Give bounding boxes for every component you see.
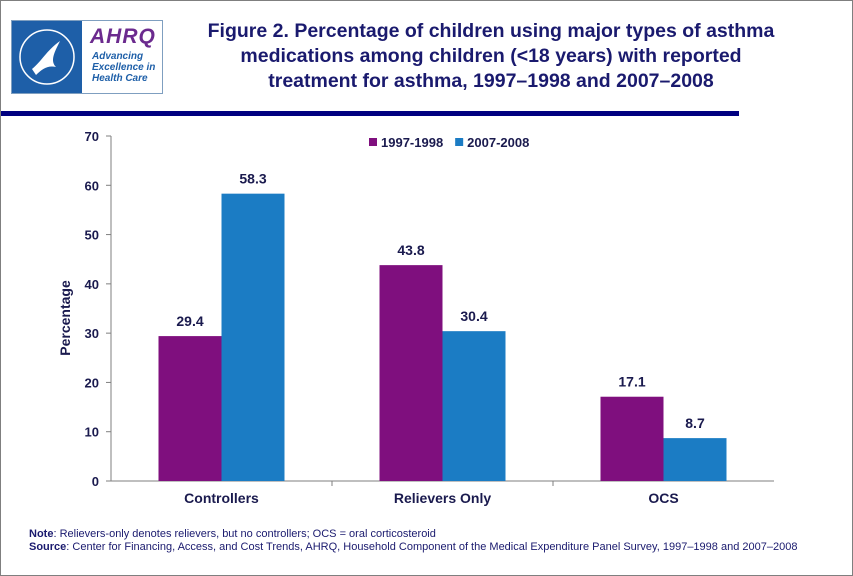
legend-label: 2007-2008 xyxy=(467,135,529,150)
logo-tagline: Advancing Excellence in Health Care xyxy=(92,51,155,84)
bar xyxy=(221,193,285,481)
y-tick-label: 30 xyxy=(85,326,99,341)
logo-name: AHRQ xyxy=(90,25,156,48)
x-tick-label: OCS xyxy=(648,490,678,506)
y-tick-label: 40 xyxy=(85,277,99,292)
y-tick-label: 0 xyxy=(92,474,99,489)
note: Note: Relievers-only denotes relievers, … xyxy=(29,528,829,541)
header-rule xyxy=(1,111,739,116)
bar xyxy=(600,396,664,481)
value-label: 17.1 xyxy=(618,374,645,390)
source-text: : Center for Financing, Access, and Cost… xyxy=(66,541,798,553)
x-tick-label: Relievers Only xyxy=(394,490,491,506)
bar xyxy=(663,438,727,481)
notes: Note: Relievers-only denotes relievers, … xyxy=(29,528,829,554)
y-tick-label: 70 xyxy=(85,129,99,144)
note-label: Note xyxy=(29,528,54,540)
legend-swatch xyxy=(369,138,377,146)
value-label: 30.4 xyxy=(460,308,487,324)
bar xyxy=(442,331,506,481)
tagline-line: Excellence in xyxy=(92,62,156,73)
y-tick-label: 50 xyxy=(85,228,99,243)
value-label: 58.3 xyxy=(239,171,266,187)
bar xyxy=(158,336,222,481)
tagline-line: Health Care xyxy=(92,73,148,84)
bar xyxy=(379,265,443,481)
tagline-line: Advancing xyxy=(92,51,144,62)
value-label: 43.8 xyxy=(397,242,424,258)
source-label: Source xyxy=(29,541,67,553)
logo: AHRQ Advancing Excellence in Health Care xyxy=(11,20,163,94)
x-tick-label: Controllers xyxy=(184,490,259,506)
legend-swatch xyxy=(455,138,464,146)
legend-label: 1997-1998 xyxy=(381,135,443,150)
note-text: : Relievers-only denotes relievers, but … xyxy=(53,528,436,540)
hhs-seal xyxy=(12,21,82,93)
y-tick-label: 10 xyxy=(85,425,99,440)
y-tick-label: 60 xyxy=(85,178,99,193)
y-tick-label: 20 xyxy=(85,375,99,390)
source: Source: Center for Financing, Access, an… xyxy=(29,541,829,554)
value-label: 8.7 xyxy=(685,415,705,431)
seal-icon xyxy=(19,29,75,85)
value-label: 29.4 xyxy=(176,313,203,329)
y-axis-label: Percentage xyxy=(57,280,73,356)
chart-title: Figure 2. Percentage of children using m… xyxy=(207,20,775,92)
chart: 0 10 20 30 40 50 60 70 Percentage Controllers 29.4… xyxy=(57,129,774,506)
